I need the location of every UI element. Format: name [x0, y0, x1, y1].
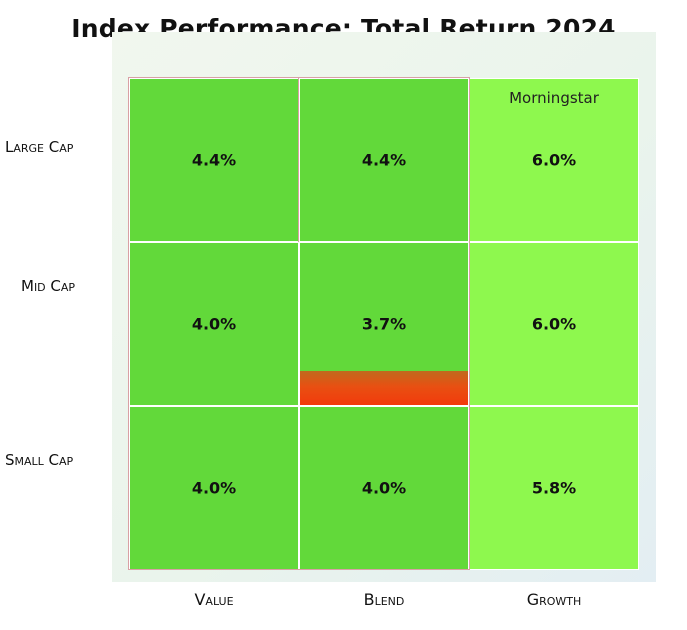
cell-value-small-value: 4.0%: [191, 478, 237, 498]
cell-large-blend: 4.4%: [299, 78, 469, 242]
cell-mid-growth: 6.0%: [469, 242, 639, 406]
cell-small-blend: 4.0%: [299, 406, 469, 570]
cell-value-mid-growth: 6.0%: [531, 314, 577, 334]
cell-value-large-blend: 4.4%: [361, 150, 407, 170]
cell-value-mid-blend: 3.7%: [361, 314, 407, 334]
cell-value-small-growth: 5.8%: [531, 478, 577, 498]
decline-indicator-bar: [300, 371, 468, 405]
cell-value-large-value: 4.4%: [191, 150, 237, 170]
style-box-grid: 4.4% 4.4% Morningstar 6.0% 4.0% 3.7% 6.0…: [129, 78, 639, 570]
row-label-mid-cap: Mid Cap: [21, 277, 76, 295]
column-label-blend: Blend: [363, 590, 405, 609]
cell-mid-value: 4.0%: [129, 242, 299, 406]
cell-value-large-growth: 6.0%: [531, 150, 577, 170]
cell-large-growth: Morningstar 6.0%: [469, 78, 639, 242]
cell-large-value: 4.4%: [129, 78, 299, 242]
column-label-value: Value: [194, 590, 234, 609]
row-label-large-cap: Large Cap: [5, 138, 74, 156]
cell-small-value: 4.0%: [129, 406, 299, 570]
column-label-growth: Growth: [526, 590, 582, 609]
row-label-small-cap: Small Cap: [5, 451, 74, 469]
cell-mid-blend: 3.7%: [299, 242, 469, 406]
cell-value-mid-value: 4.0%: [191, 314, 237, 334]
cell-value-small-blend: 4.0%: [361, 478, 407, 498]
cell-small-growth: 5.8%: [469, 406, 639, 570]
source-label: Morningstar: [509, 89, 599, 107]
